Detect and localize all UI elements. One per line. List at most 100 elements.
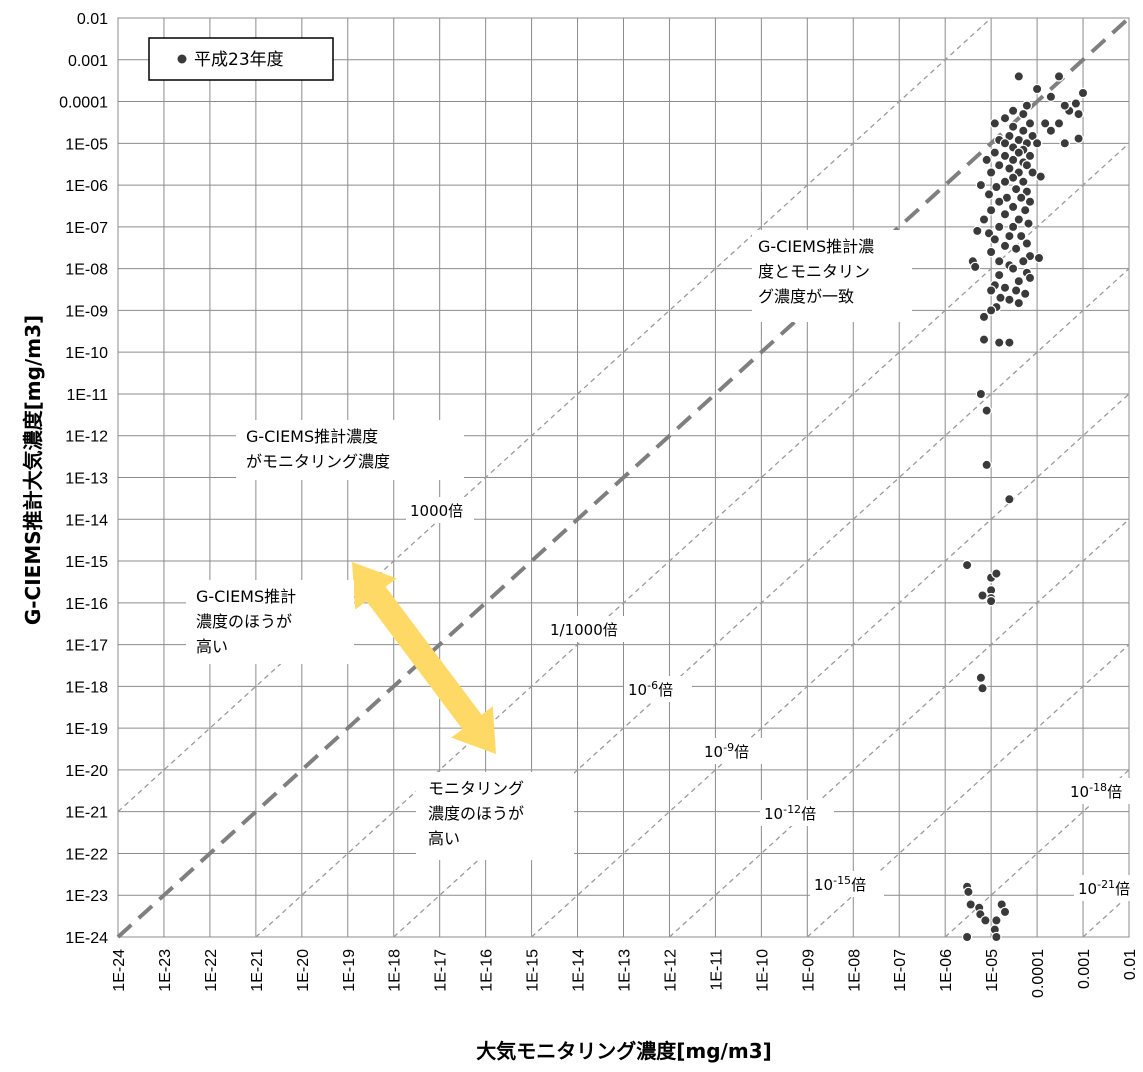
y-tick-label: 1E-08	[65, 262, 108, 279]
ratio-label: 10-21倍	[1078, 878, 1130, 899]
data-point	[985, 305, 997, 316]
ratio-label: 10-15倍	[814, 874, 866, 895]
x-tick-label: 1E-16	[479, 949, 496, 992]
y-tick-label: 0.0001	[59, 95, 108, 112]
data-point	[1021, 238, 1033, 249]
x-tick-label: 1E-19	[341, 949, 358, 992]
reference-line	[117, 17, 992, 813]
data-point	[994, 269, 1005, 281]
data-point	[975, 179, 987, 191]
data-point	[1039, 118, 1051, 129]
data-point	[977, 590, 988, 601]
x-tick-label: 1E-08	[846, 949, 863, 992]
annotation-text: モニタリング	[428, 779, 524, 798]
data-point	[1013, 147, 1025, 158]
data-point	[1031, 138, 1043, 149]
data-point	[1073, 108, 1084, 120]
x-tick-label: 1E-12	[663, 949, 680, 992]
data-point	[995, 292, 1006, 303]
annotation-text: 高い	[196, 637, 228, 656]
data-point	[1035, 171, 1046, 182]
annotation-text: 濃度のほうが	[196, 612, 292, 631]
data-point	[994, 256, 1005, 267]
data-point	[1018, 108, 1029, 120]
data-point	[1021, 159, 1033, 171]
data-point	[1013, 276, 1025, 287]
data-point	[999, 240, 1011, 252]
x-tick-label: 1E-07	[892, 949, 909, 992]
y-tick-label: 1E-05	[65, 136, 108, 153]
data-point	[970, 261, 981, 273]
ratio-label: 1000倍	[410, 502, 463, 520]
legend-marker	[177, 54, 187, 64]
x-tick-label: 1E-23	[157, 949, 174, 992]
data-point	[1004, 494, 1015, 505]
data-point	[1007, 221, 1019, 233]
data-point	[999, 906, 1011, 918]
data-point	[1027, 167, 1038, 178]
data-point	[1045, 91, 1057, 103]
data-point	[999, 209, 1011, 220]
x-tick-label: 0.01	[1122, 949, 1139, 980]
reference-line	[255, 142, 1130, 938]
annotation-box	[236, 420, 464, 480]
y-tick-label: 1E-12	[65, 429, 108, 446]
data-point	[1004, 230, 1015, 242]
x-tick-label: 1E-22	[203, 949, 220, 992]
annotation-text: グ濃度が一致	[758, 287, 854, 306]
data-point	[1059, 100, 1071, 111]
data-point	[1010, 243, 1022, 254]
y-tick-label: 1E-17	[65, 638, 108, 655]
annotation-box	[416, 772, 574, 860]
legend-label: 平成23年度	[194, 50, 284, 70]
x-tick-label: 1E-06	[938, 949, 955, 992]
data-point	[1010, 183, 1022, 195]
y-tick-label: 0.001	[68, 53, 108, 70]
data-point	[961, 559, 973, 571]
data-point	[1013, 214, 1025, 225]
data-point	[991, 568, 1002, 579]
data-point	[1073, 133, 1084, 144]
data-point	[978, 311, 990, 323]
y-tick-label: 1E-19	[65, 721, 108, 738]
y-tick-label: 1E-22	[65, 847, 108, 864]
data-point	[1016, 230, 1027, 242]
ratio-label: 10-12倍	[764, 803, 816, 824]
data-point	[1013, 297, 1025, 309]
x-tick-label: 1E-09	[800, 949, 817, 992]
data-point	[1019, 204, 1031, 216]
x-tick-label: 1E-24	[111, 949, 128, 992]
data-point	[981, 459, 992, 471]
ratio-label: 1/1000倍	[550, 621, 618, 639]
data-point	[977, 683, 988, 694]
data-point	[1045, 125, 1057, 136]
data-point	[981, 154, 992, 166]
data-point	[963, 886, 974, 898]
data-point	[1024, 196, 1036, 207]
annotation-text: G-CIEMS推計濃	[758, 237, 874, 256]
data-point	[1007, 172, 1019, 183]
data-point	[999, 112, 1011, 124]
annotation-text: G-CIEMS推計	[196, 587, 296, 606]
y-tick-label: 1E-10	[65, 345, 108, 362]
data-point	[1013, 71, 1025, 82]
data-point	[980, 915, 991, 926]
x-tick-label: 1E-05	[984, 949, 1001, 992]
data-point	[985, 595, 997, 607]
y-tick-label: 1E-16	[65, 596, 108, 613]
double-arrow	[352, 562, 496, 754]
y-tick-label: 1E-21	[65, 805, 108, 822]
data-point	[994, 159, 1005, 171]
data-point	[972, 225, 983, 237]
data-point	[991, 915, 1002, 926]
y-axis-title: G-CIEMS推計大気濃度[mg/m3]	[21, 315, 45, 625]
x-tick-label: 1E-13	[617, 949, 634, 992]
data-point	[994, 337, 1005, 348]
data-point	[999, 138, 1011, 149]
data-point	[1024, 150, 1036, 162]
data-point	[978, 334, 990, 345]
x-tick-label: 1E-14	[571, 949, 588, 992]
ratio-label-box	[1066, 778, 1140, 804]
data-point	[994, 221, 1005, 233]
x-axis-title: 大気モニタリング濃度[mg/m3]	[476, 1039, 772, 1063]
